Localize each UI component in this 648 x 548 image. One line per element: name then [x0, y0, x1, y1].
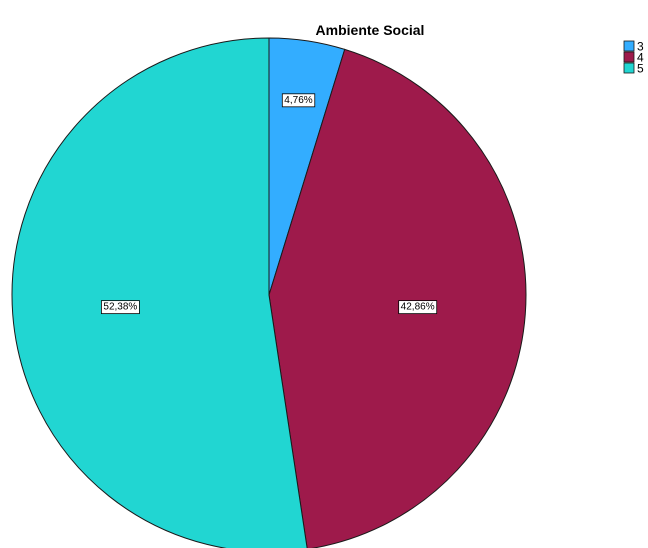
pie-slice-4	[268, 48, 527, 548]
legend-swatch-4	[623, 51, 635, 63]
chart-title: Ambiente Social	[316, 22, 425, 38]
legend-swatch-3	[623, 40, 635, 52]
data-label-4: 42,86%	[398, 300, 438, 315]
legend-item-5: 5	[623, 62, 644, 76]
pie-slice-5	[11, 37, 308, 548]
data-label-3: 4,76%	[281, 93, 316, 108]
legend-item-3: 3	[623, 40, 644, 54]
legend-label-4: 4	[637, 51, 644, 65]
legend: 345	[623, 40, 644, 76]
pie-data-labels: 4,76% 42,86% 52,38%	[100, 93, 438, 315]
pie-slices	[11, 37, 527, 548]
svg-text:52,38%: 52,38%	[103, 302, 137, 313]
legend-label-3: 3	[637, 40, 644, 54]
legend-label-5: 5	[637, 62, 644, 76]
legend-swatch-5	[623, 62, 635, 74]
svg-text:42,86%: 42,86%	[401, 302, 435, 313]
data-label-5: 52,38%	[100, 300, 140, 315]
svg-text:4,76%: 4,76%	[284, 95, 312, 106]
legend-item-4: 4	[623, 51, 644, 65]
